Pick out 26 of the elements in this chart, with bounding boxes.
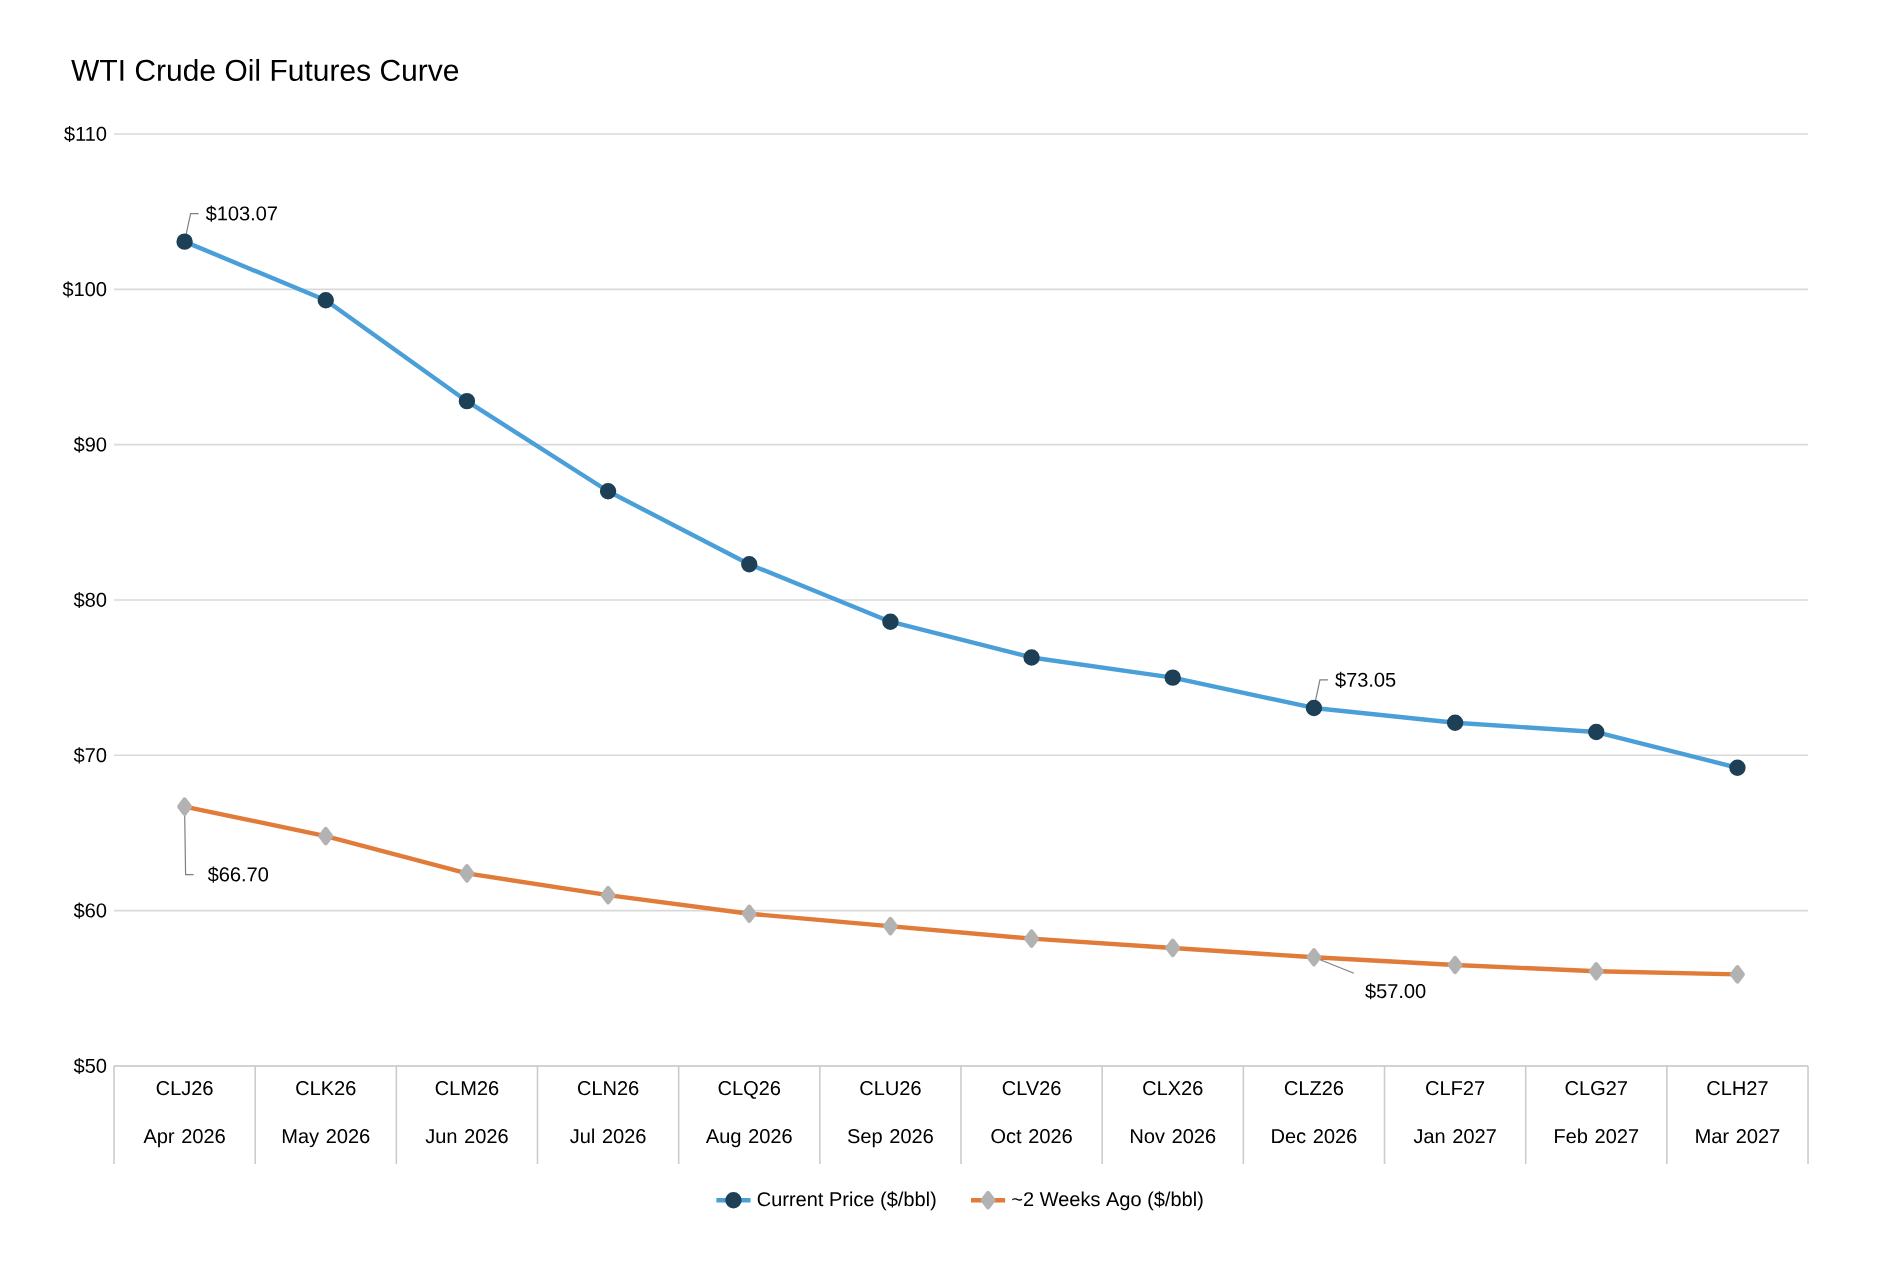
legend-label: Current Price ($/bbl) — [757, 1191, 936, 1211]
annotation: $66.70 — [207, 866, 269, 883]
annotation: $103.07 — [205, 205, 277, 222]
annotation: $73.05 — [1335, 671, 1396, 689]
category-label: CLQ26 Aug 2026 — [705, 1081, 792, 1148]
category-label: CLJ26 Apr 2026 — [143, 1081, 225, 1148]
category-label: CLF27 Jan 2027 — [1413, 1081, 1496, 1144]
category-label: CLH27 Mar 2027 — [1696, 1081, 1780, 1144]
y-tick-label: $50 — [73, 1057, 107, 1075]
category-label: CLV26 Oct 2026 — [991, 1081, 1072, 1144]
y-tick-label: $70 — [73, 747, 107, 764]
y-tick-label: $100 — [62, 281, 107, 298]
category-label: CLN26 Jul 2026 — [570, 1081, 646, 1144]
category-label: CLG27 Feb 2027 — [1555, 1081, 1639, 1144]
y-tick-label: $110 — [64, 125, 107, 143]
category-label: CLK26 May 2026 — [282, 1081, 370, 1148]
chart-title: WTI Crude Oil Futures Curve — [71, 58, 459, 81]
y-tick-label: $90 — [73, 436, 107, 453]
annotation: $57.00 — [1365, 983, 1426, 1000]
y-tick-label: $60 — [73, 902, 107, 919]
category-label: CLU26 Sep 2026 — [847, 1081, 933, 1148]
category-label: CLM26 Jun 2026 — [425, 1081, 508, 1144]
y-tick-label: $80 — [73, 591, 107, 609]
legend-label: ~2 Weeks Ago ($/bbl) — [1012, 1191, 1203, 1211]
category-label: CLX26 Nov 2026 — [1131, 1081, 1216, 1144]
category-label: CLZ26 Dec 2026 — [1272, 1081, 1357, 1144]
